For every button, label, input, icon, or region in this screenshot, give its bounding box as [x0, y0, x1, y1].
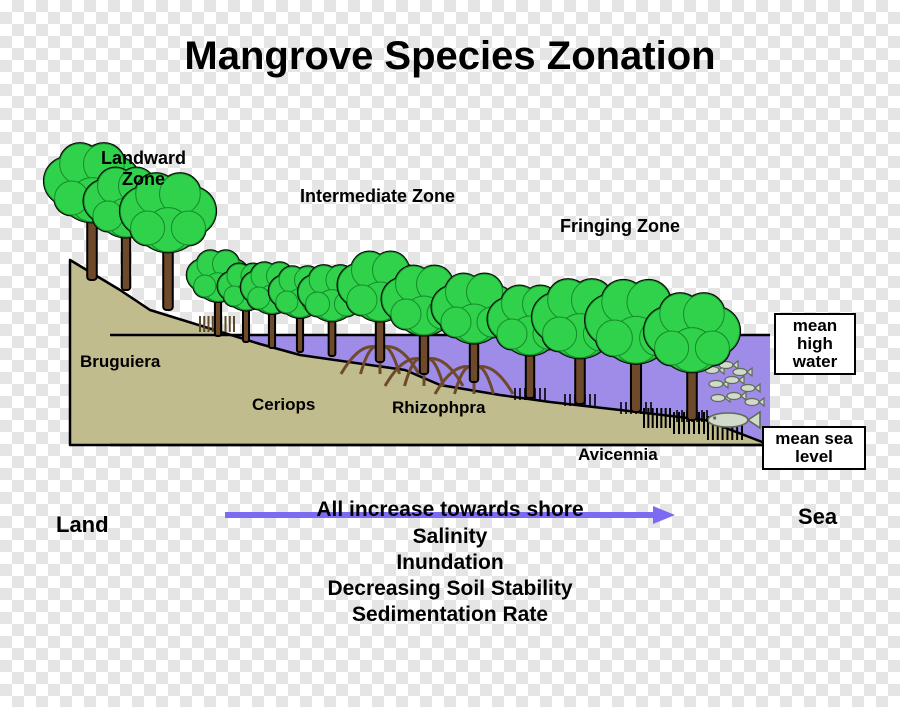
zone-label-intermediate: Intermediate Zone [300, 186, 455, 207]
species-label-rhizophora: Rhizophpra [392, 398, 486, 418]
gradient-factor: Salinity [0, 524, 900, 550]
species-label-avicennia: Avicennia [578, 445, 658, 465]
gradient-factor: Inundation [0, 550, 900, 576]
mean-high-water-box: meanhighwater [774, 313, 856, 375]
gradient-factor: Decreasing Soil Stability [0, 576, 900, 602]
species-label-ceriops: Ceriops [252, 395, 315, 415]
species-label-bruguiera: Bruguiera [80, 352, 160, 372]
mangrove-zonation-diagram: Mangrove Species Zonation LandwardZone I… [0, 0, 900, 707]
gradient-factor: Sedimentation Rate [0, 602, 900, 628]
gradient-heading: All increase towards shore [0, 498, 900, 522]
mean-sea-level-box: mean sealevel [762, 426, 866, 470]
zone-label-landward: LandwardZone [101, 148, 186, 190]
zone-label-fringing: Fringing Zone [560, 216, 680, 237]
gradient-factors-list: SalinityInundationDecreasing Soil Stabil… [0, 524, 900, 628]
